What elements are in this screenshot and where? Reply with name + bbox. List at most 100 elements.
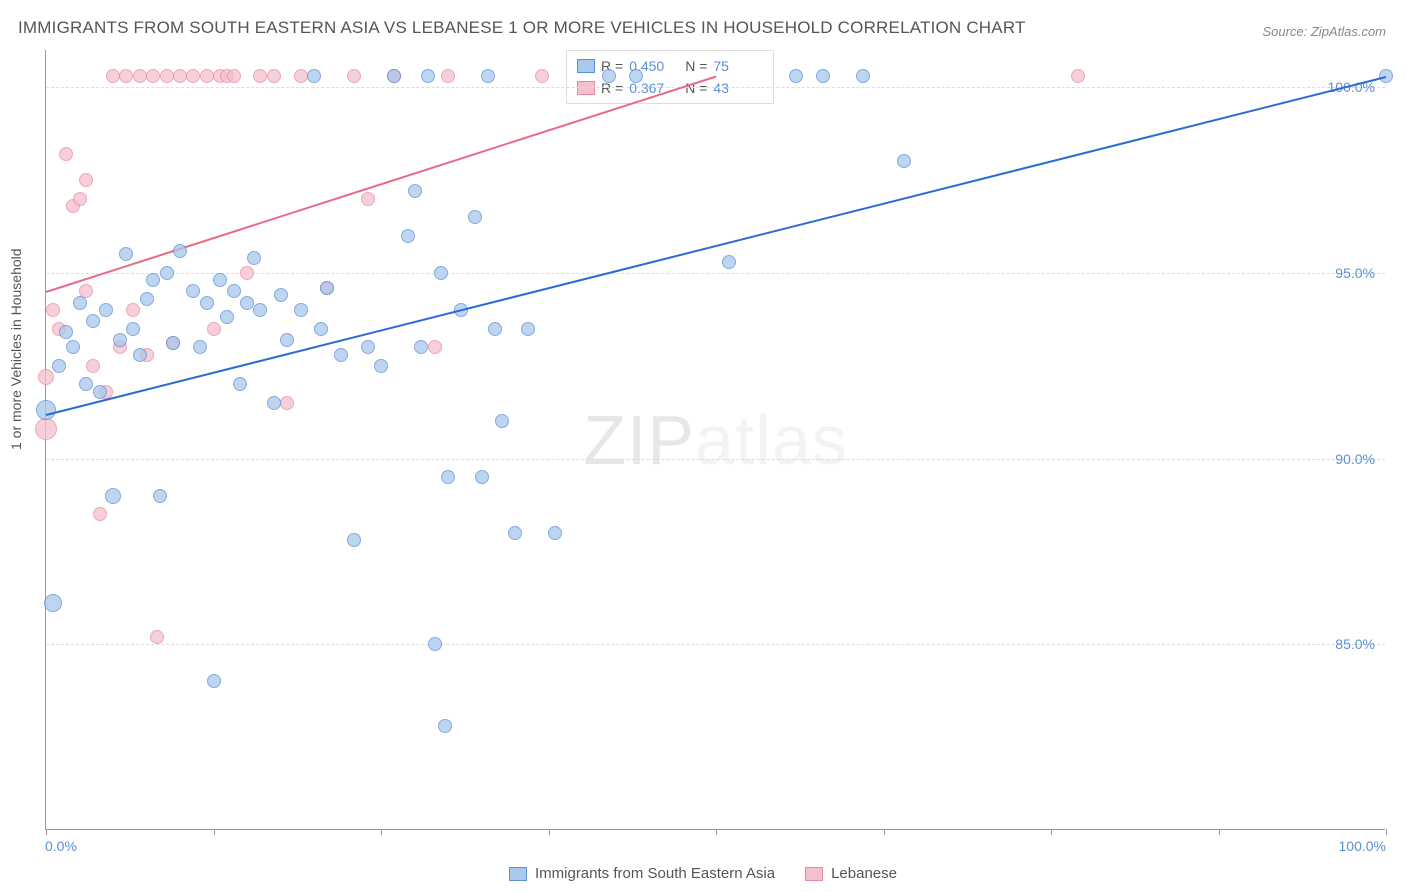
data-point xyxy=(160,266,174,280)
legend-label-b: Lebanese xyxy=(831,865,897,882)
x-tick xyxy=(1051,829,1052,835)
data-point xyxy=(441,69,455,83)
x-tick xyxy=(46,829,47,835)
data-point xyxy=(267,396,281,410)
data-point xyxy=(126,303,140,317)
legend-label-a: Immigrants from South Eastern Asia xyxy=(535,865,775,882)
data-point xyxy=(227,284,241,298)
trend-line xyxy=(46,76,717,293)
data-point xyxy=(133,348,147,362)
data-point xyxy=(441,470,455,484)
data-point xyxy=(119,247,133,261)
series-legend: Immigrants from South Eastern Asia Leban… xyxy=(0,865,1406,882)
data-point xyxy=(347,69,361,83)
data-point xyxy=(722,255,736,269)
data-point xyxy=(1071,69,1085,83)
data-point xyxy=(173,244,187,258)
data-point xyxy=(488,322,502,336)
legend-swatch-b xyxy=(805,867,823,881)
data-point xyxy=(86,359,100,373)
chart-title: IMMIGRANTS FROM SOUTH EASTERN ASIA VS LE… xyxy=(18,18,1026,38)
data-point xyxy=(247,251,261,265)
data-point xyxy=(105,488,121,504)
data-point xyxy=(320,281,334,295)
data-point xyxy=(816,69,830,83)
data-point xyxy=(38,369,54,385)
data-point xyxy=(86,314,100,328)
data-point xyxy=(387,69,401,83)
data-point xyxy=(602,69,616,83)
data-point xyxy=(146,69,160,83)
data-point xyxy=(79,377,93,391)
data-point xyxy=(44,594,62,612)
data-point xyxy=(428,340,442,354)
data-point xyxy=(468,210,482,224)
data-point xyxy=(475,470,489,484)
n-value-a: 75 xyxy=(713,58,763,74)
x-tick xyxy=(716,829,717,835)
data-point xyxy=(160,69,174,83)
data-point xyxy=(856,69,870,83)
data-point xyxy=(438,719,452,733)
data-point xyxy=(629,69,643,83)
data-point xyxy=(146,273,160,287)
source-attribution: Source: ZipAtlas.com xyxy=(1262,24,1386,39)
data-point xyxy=(267,69,281,83)
data-point xyxy=(521,322,535,336)
data-point xyxy=(207,674,221,688)
data-point xyxy=(46,303,60,317)
data-point xyxy=(73,296,87,310)
x-tick xyxy=(1219,829,1220,835)
data-point xyxy=(126,322,140,336)
gridline xyxy=(46,87,1385,88)
data-point xyxy=(481,69,495,83)
watermark-light: atlas xyxy=(695,401,848,479)
data-point xyxy=(220,310,234,324)
data-point xyxy=(166,336,180,350)
data-point xyxy=(153,489,167,503)
data-point xyxy=(52,359,66,373)
y-tick-label: 85.0% xyxy=(1335,636,1375,652)
data-point xyxy=(240,296,254,310)
data-point xyxy=(106,69,120,83)
data-point xyxy=(361,192,375,206)
data-point xyxy=(307,69,321,83)
data-point xyxy=(421,69,435,83)
data-point xyxy=(150,630,164,644)
data-point xyxy=(495,414,509,428)
data-point xyxy=(200,296,214,310)
y-axis-label: 1 or more Vehicles in Household xyxy=(8,248,24,450)
data-point xyxy=(186,69,200,83)
data-point xyxy=(79,173,93,187)
data-point xyxy=(93,507,107,521)
data-point xyxy=(548,526,562,540)
data-point xyxy=(233,377,247,391)
data-point xyxy=(280,333,294,347)
data-point xyxy=(240,266,254,280)
data-point xyxy=(253,69,267,83)
data-point xyxy=(186,284,200,298)
data-point xyxy=(59,325,73,339)
x-axis-min-label: 0.0% xyxy=(45,838,77,854)
data-point xyxy=(253,303,267,317)
legend-swatch-a xyxy=(509,867,527,881)
data-point xyxy=(213,273,227,287)
data-point xyxy=(314,322,328,336)
data-point xyxy=(207,322,221,336)
data-point xyxy=(294,69,308,83)
data-point xyxy=(897,154,911,168)
data-point xyxy=(508,526,522,540)
y-tick-label: 95.0% xyxy=(1335,265,1375,281)
data-point xyxy=(35,418,57,440)
data-point xyxy=(535,69,549,83)
data-point xyxy=(227,69,241,83)
data-point xyxy=(374,359,388,373)
data-point xyxy=(334,348,348,362)
legend-item-series-a: Immigrants from South Eastern Asia xyxy=(509,865,775,882)
x-axis-max-label: 100.0% xyxy=(1339,838,1386,854)
data-point xyxy=(66,340,80,354)
data-point xyxy=(408,184,422,198)
data-point xyxy=(193,340,207,354)
correlation-legend: R = 0.450 N = 75 R = 0.367 N = 43 xyxy=(566,50,774,104)
data-point xyxy=(428,637,442,651)
